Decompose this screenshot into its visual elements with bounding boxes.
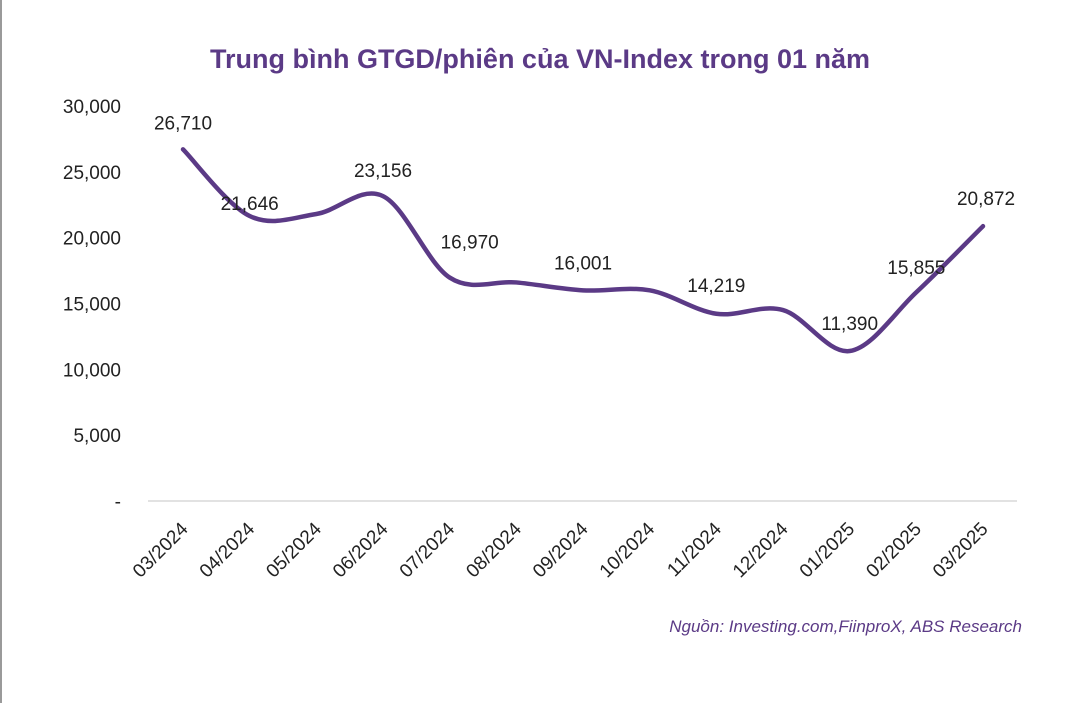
y-tick-label: - — [115, 492, 121, 513]
x-tick-label: 02/2025 — [862, 519, 925, 582]
x-tick-label: 12/2024 — [729, 518, 793, 582]
data-label: 16,970 — [441, 233, 499, 254]
data-label: 15,855 — [887, 258, 945, 279]
y-tick-label: 5,000 — [73, 426, 121, 447]
data-label-layer: 26,710 21,646 23,156 16,970 16,001 14,219 11,3… — [154, 113, 1015, 335]
data-label: 20,872 — [957, 189, 1015, 210]
x-tick-label: 08/2024 — [462, 518, 526, 582]
x-tick-label: 09/2024 — [529, 518, 593, 582]
x-tick-label: 10/2024 — [596, 518, 660, 582]
series-line — [180, 147, 986, 354]
chart-title: Trung bình GTGD/phiên của VN-Index trong… — [209, 44, 871, 74]
data-label: 23,156 — [354, 161, 412, 182]
x-tick-label: 04/2024 — [196, 518, 260, 582]
y-tick-label: 10,000 — [63, 360, 121, 381]
source-note: Nguồn: Investing.com,FiinproX, ABS Resea… — [669, 617, 1022, 636]
x-tick-label: 06/2024 — [329, 518, 393, 582]
x-tick-label: 03/2024 — [129, 518, 193, 582]
y-tick-label: 25,000 — [63, 163, 121, 184]
x-tick-label: 01/2025 — [796, 519, 859, 582]
y-tick-label: 20,000 — [63, 229, 121, 250]
x-tick-label: 11/2024 — [663, 518, 726, 581]
series-layer — [180, 147, 986, 354]
data-label: 26,710 — [154, 113, 212, 134]
x-tick-label: 05/2024 — [262, 518, 326, 582]
data-label: 14,219 — [687, 276, 745, 297]
data-label: 11,390 — [821, 314, 878, 335]
y-tick-label: 15,000 — [63, 295, 121, 316]
x-tick-label: 07/2024 — [396, 518, 460, 582]
data-label: 21,646 — [221, 194, 279, 215]
x-tick-label: 03/2025 — [929, 519, 992, 582]
y-tick-label: 30,000 — [63, 97, 121, 118]
data-label: 16,001 — [554, 253, 612, 274]
